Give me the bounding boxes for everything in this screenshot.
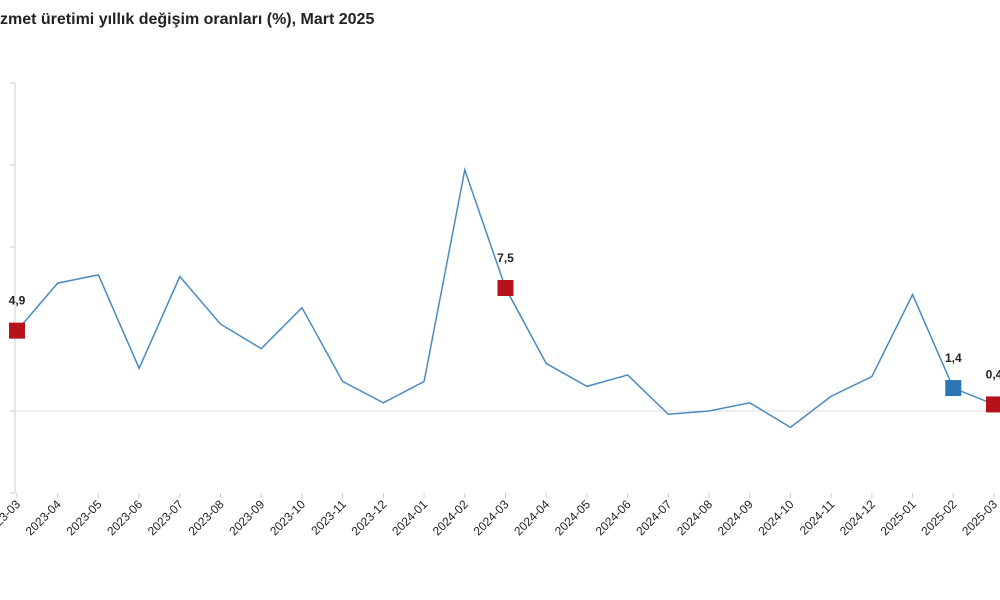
data-label: 7,5 [497,251,514,265]
x-tick-label: 2025-02 [918,497,959,538]
x-tick-label: 2025-03 [959,497,1000,538]
x-tick-label: 2024-01 [389,497,430,538]
x-tick-label: 2025-01 [878,497,919,538]
x-tick-label: 2024-09 [715,497,756,538]
marker [945,380,962,397]
x-tick-label: 2024-07 [633,497,674,538]
x-tick-label: 2024-03 [471,497,512,538]
x-tick-label: 2023-09 [226,497,267,538]
chart-title: zmet üretimi yıllık değişim oranları (%)… [0,11,374,28]
x-tick-label: 2023-06 [104,497,145,538]
marker [986,396,1000,413]
x-tick-label: 2023-10 [267,497,308,538]
x-tick-label: 2023-05 [63,497,104,538]
x-tick-label: 2024-05 [552,497,593,538]
x-tick-label: 2023-03 [0,497,23,538]
x-tick-label: 2024-11 [797,497,838,538]
x-tick-label: 2024-02 [430,497,471,538]
x-tick-label: 2023-07 [145,497,186,538]
x-tick-label: 2024-12 [837,497,878,538]
data-label: 1,4 [945,351,962,365]
x-tick-label: 2023-12 [348,497,389,538]
marker [9,322,25,339]
x-tick-label: 2023-11 [308,497,349,538]
marker [497,280,514,296]
data-label: 4,9 [9,294,26,308]
x-tick-label: 2024-06 [593,497,634,538]
x-tick-label: 2024-08 [674,497,715,538]
line [16,167,995,429]
x-tick-label: 2023-04 [23,497,64,538]
x-tick-label: 2024-04 [511,497,552,538]
x-tick-label: 2024-10 [756,497,797,538]
data-label: 0,4 [986,367,1000,381]
x-tick-label: 2023-08 [186,497,227,538]
